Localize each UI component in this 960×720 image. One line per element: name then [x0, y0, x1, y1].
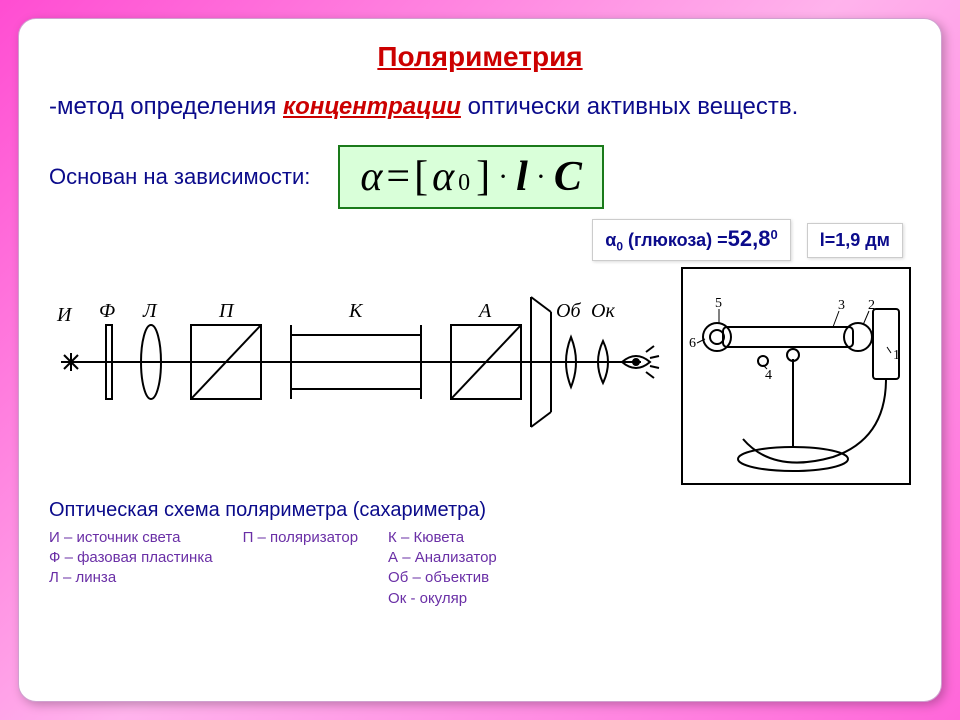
label-И: И: [56, 304, 73, 326]
legend-item: К – Кювета: [388, 528, 497, 548]
glucose-sub: 0: [616, 240, 623, 254]
legend-col-1: И – источник света Ф – фазовая пластинка…: [49, 528, 213, 609]
formula-C: C: [554, 153, 582, 201]
legend-item: И – источник света: [49, 528, 213, 548]
glucose-alpha: α: [605, 230, 616, 250]
dev-label-4: 4: [765, 368, 772, 383]
label-Ок: Ок: [591, 300, 615, 322]
dev-label-3: 3: [838, 298, 845, 313]
device-drawing: 1 2 3 4 5 6: [681, 267, 911, 485]
length-chip: l=1,9 дм: [807, 223, 903, 258]
formula-dot1: ·: [494, 160, 512, 194]
legend-item: Об – объектив: [388, 568, 497, 588]
page-title: Поляриметрия: [49, 41, 911, 73]
formula-box: α = [ α 0 ] · l · C: [338, 145, 603, 209]
glucose-chip: α0 (глюкоза) =52,80: [592, 219, 790, 261]
glucose-label: (глюкоза) =: [628, 230, 728, 250]
label-Ф: Ф: [99, 300, 115, 322]
optical-scheme: И Ф Л П К А Об Ок: [49, 267, 673, 437]
legend-col-3: К – Кювета А – Анализатор Об – объектив …: [388, 528, 497, 609]
label-А: А: [477, 300, 492, 322]
legend-item: Л – линза: [49, 568, 213, 588]
scheme-caption: Оптическая схема поляриметра (сахариметр…: [49, 499, 911, 522]
basis-row: Основан на зависимости: α = [ α 0 ] · l …: [49, 145, 911, 209]
label-Л: Л: [142, 300, 158, 322]
legend-item: П – поляризатор: [243, 528, 358, 548]
glucose-value: 52,8: [728, 226, 771, 251]
formula-alpha0: α: [432, 153, 454, 201]
keyword-concentration: концентрации: [283, 93, 461, 120]
legend-col-2: П – поляризатор: [243, 528, 358, 609]
label-К: К: [348, 300, 364, 322]
formula-bracket-close: ]: [476, 153, 490, 201]
sentence-suffix: оптически активных веществ.: [461, 93, 798, 120]
formula-bracket-open: [: [414, 153, 428, 201]
dev-label-1: 1: [893, 348, 900, 363]
legend-item: Ф – фазовая пластинка: [49, 548, 213, 568]
label-Об: Об: [556, 300, 581, 322]
dev-label-5: 5: [715, 296, 722, 311]
basis-label: Основан на зависимости:: [49, 164, 310, 190]
formula-dot2: ·: [532, 160, 550, 194]
legend-item: А – Анализатор: [388, 548, 497, 568]
label-П: П: [218, 300, 235, 322]
glucose-sup: 0: [770, 227, 777, 242]
dev-label-2: 2: [868, 298, 875, 313]
formula-alpha: α: [360, 153, 382, 201]
value-row: α0 (глюкоза) =52,80 l=1,9 дм: [49, 219, 911, 261]
diagram-row: И Ф Л П К А Об Ок: [49, 267, 911, 485]
formula-sub0: 0: [458, 170, 470, 197]
sentence-prefix: -метод определения: [49, 93, 283, 120]
dev-label-6: 6: [689, 336, 696, 351]
legend-row: И – источник света Ф – фазовая пластинка…: [49, 528, 911, 609]
formula-l: l: [516, 153, 528, 201]
slide-card: Поляриметрия -метод определения концентр…: [18, 18, 942, 702]
length-label: l=1,9 дм: [820, 230, 890, 250]
definition-text: -метод определения концентрации оптическ…: [49, 91, 911, 123]
formula-eq: =: [386, 153, 410, 201]
legend-item: Ок - окуляр: [388, 589, 497, 609]
